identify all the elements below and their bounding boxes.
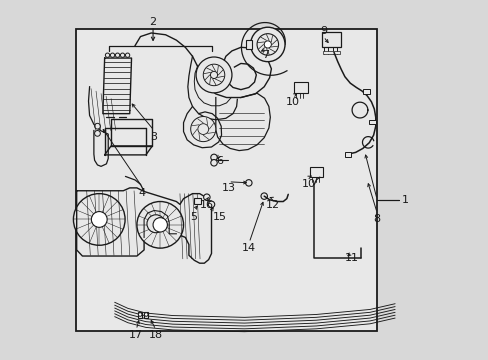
Bar — [309, 167, 323, 177]
Bar — [368, 120, 375, 125]
Circle shape — [257, 34, 278, 55]
Circle shape — [196, 57, 231, 93]
Circle shape — [264, 41, 271, 48]
Text: 13: 13 — [221, 183, 235, 193]
Circle shape — [105, 53, 109, 57]
Circle shape — [208, 201, 214, 208]
Text: 3: 3 — [150, 132, 157, 142]
Text: 10: 10 — [302, 179, 315, 189]
Bar — [344, 152, 351, 157]
Circle shape — [190, 117, 215, 141]
Bar — [193, 198, 201, 204]
Text: 4: 4 — [139, 188, 145, 198]
Bar — [362, 89, 369, 94]
Circle shape — [137, 202, 183, 248]
Text: 18: 18 — [148, 330, 163, 340]
Circle shape — [147, 215, 164, 233]
Circle shape — [138, 313, 142, 316]
Circle shape — [198, 124, 208, 134]
Circle shape — [125, 53, 129, 57]
Circle shape — [261, 193, 267, 199]
Text: 14: 14 — [242, 243, 256, 253]
Circle shape — [91, 212, 107, 227]
Circle shape — [203, 194, 210, 201]
Text: 6: 6 — [216, 156, 223, 166]
Circle shape — [73, 194, 125, 245]
Text: 2: 2 — [149, 17, 156, 27]
Bar — [245, 40, 251, 49]
Circle shape — [153, 218, 167, 232]
Circle shape — [110, 53, 115, 57]
Circle shape — [210, 159, 217, 166]
Circle shape — [120, 53, 124, 57]
Circle shape — [115, 53, 120, 57]
Circle shape — [203, 64, 224, 86]
Bar — [76, 30, 376, 330]
Circle shape — [94, 123, 100, 129]
Bar — [138, 312, 142, 318]
Text: 16: 16 — [200, 200, 213, 210]
Text: 15: 15 — [212, 212, 226, 221]
Bar — [293, 82, 307, 93]
Circle shape — [245, 180, 251, 186]
Circle shape — [210, 154, 217, 161]
Text: 9: 9 — [319, 26, 326, 36]
Bar — [144, 312, 148, 318]
Text: 8: 8 — [373, 215, 380, 224]
Text: 11: 11 — [345, 253, 358, 263]
Bar — [322, 51, 339, 54]
Circle shape — [210, 71, 217, 78]
Text: 10: 10 — [285, 97, 299, 107]
Circle shape — [144, 313, 148, 316]
Bar — [321, 32, 341, 47]
Text: 5: 5 — [190, 212, 197, 221]
Text: 17: 17 — [129, 330, 143, 340]
Circle shape — [250, 27, 285, 62]
Text: 1: 1 — [401, 195, 408, 205]
Text: 7: 7 — [261, 50, 268, 60]
Circle shape — [94, 131, 100, 136]
Text: 12: 12 — [265, 200, 280, 210]
